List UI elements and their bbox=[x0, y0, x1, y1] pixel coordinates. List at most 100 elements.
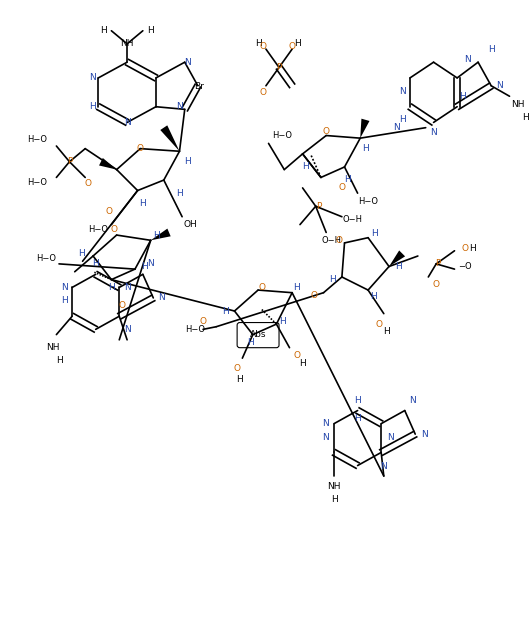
Text: N: N bbox=[61, 283, 68, 292]
Text: H: H bbox=[184, 158, 191, 167]
Text: NH: NH bbox=[510, 100, 524, 109]
Text: H: H bbox=[154, 231, 161, 240]
Text: O−H: O−H bbox=[342, 215, 363, 224]
Text: NH: NH bbox=[328, 482, 341, 491]
Text: H: H bbox=[141, 262, 148, 271]
Text: H: H bbox=[176, 188, 183, 197]
Text: H: H bbox=[522, 113, 528, 122]
Text: O: O bbox=[260, 87, 267, 96]
Text: O: O bbox=[111, 225, 118, 234]
Text: H: H bbox=[344, 174, 350, 183]
Text: H: H bbox=[78, 249, 85, 258]
Text: H: H bbox=[371, 229, 378, 238]
Text: H: H bbox=[147, 26, 154, 35]
Text: H: H bbox=[383, 327, 390, 336]
Text: O: O bbox=[234, 364, 241, 373]
Text: −O: −O bbox=[458, 262, 472, 271]
Text: H: H bbox=[89, 102, 95, 111]
Text: N: N bbox=[123, 118, 130, 127]
Text: N: N bbox=[409, 395, 416, 404]
Text: NH: NH bbox=[120, 39, 134, 48]
Text: N: N bbox=[322, 419, 329, 428]
Text: N: N bbox=[464, 55, 471, 64]
Text: H: H bbox=[56, 356, 63, 365]
Polygon shape bbox=[151, 229, 171, 240]
Text: O: O bbox=[105, 207, 112, 216]
Text: H: H bbox=[61, 296, 68, 305]
Text: H: H bbox=[236, 375, 243, 384]
Polygon shape bbox=[160, 125, 180, 151]
Text: Abs: Abs bbox=[250, 330, 266, 339]
Text: H: H bbox=[222, 307, 228, 316]
Text: H: H bbox=[247, 338, 253, 347]
Text: H−O: H−O bbox=[36, 254, 56, 263]
FancyBboxPatch shape bbox=[237, 323, 279, 348]
Text: O: O bbox=[118, 302, 126, 311]
Text: P: P bbox=[276, 63, 282, 72]
Text: N: N bbox=[430, 129, 437, 138]
Text: O: O bbox=[259, 283, 266, 292]
Text: H: H bbox=[279, 317, 286, 326]
Text: O: O bbox=[323, 127, 330, 136]
Text: O: O bbox=[200, 317, 207, 326]
Polygon shape bbox=[389, 250, 405, 266]
Text: H: H bbox=[92, 259, 99, 268]
Text: H: H bbox=[331, 495, 338, 504]
Text: O: O bbox=[338, 183, 346, 192]
Text: N: N bbox=[89, 73, 95, 82]
Text: N: N bbox=[399, 87, 405, 96]
Text: H−O: H−O bbox=[89, 225, 108, 234]
Text: NH: NH bbox=[46, 343, 59, 352]
Text: O: O bbox=[137, 144, 144, 153]
Text: H: H bbox=[293, 283, 299, 292]
Text: H−O: H−O bbox=[27, 178, 47, 187]
Text: H: H bbox=[488, 44, 494, 53]
Text: H: H bbox=[362, 144, 369, 153]
Polygon shape bbox=[99, 158, 117, 170]
Text: H−O: H−O bbox=[272, 131, 292, 140]
Text: H: H bbox=[139, 199, 146, 208]
Text: H: H bbox=[299, 359, 306, 368]
Text: O: O bbox=[336, 236, 343, 245]
Text: OH: OH bbox=[183, 220, 197, 229]
Text: N: N bbox=[158, 293, 164, 302]
Text: N: N bbox=[176, 102, 183, 111]
Text: H: H bbox=[329, 275, 336, 284]
Text: H: H bbox=[459, 92, 466, 101]
Text: N: N bbox=[496, 81, 502, 90]
Text: N: N bbox=[184, 58, 191, 67]
Text: P: P bbox=[316, 202, 321, 211]
Text: H: H bbox=[100, 26, 107, 35]
Text: O: O bbox=[462, 244, 469, 253]
Text: H: H bbox=[470, 244, 476, 253]
Text: H: H bbox=[302, 163, 308, 172]
Text: O: O bbox=[432, 280, 440, 289]
Text: N: N bbox=[322, 433, 329, 442]
Text: H: H bbox=[395, 262, 402, 271]
Text: O: O bbox=[375, 320, 382, 329]
Text: O: O bbox=[84, 179, 91, 188]
Text: H: H bbox=[370, 292, 377, 301]
Text: H: H bbox=[354, 395, 361, 404]
Polygon shape bbox=[360, 119, 369, 138]
Text: O: O bbox=[260, 42, 267, 51]
Text: N: N bbox=[393, 123, 400, 132]
Text: H: H bbox=[399, 115, 405, 124]
Text: N: N bbox=[123, 283, 130, 292]
Text: H−O: H−O bbox=[27, 135, 47, 144]
Text: H: H bbox=[255, 39, 261, 48]
Text: H: H bbox=[354, 414, 361, 423]
Text: O: O bbox=[311, 291, 317, 300]
Text: N: N bbox=[147, 259, 154, 268]
Text: H: H bbox=[108, 283, 115, 292]
Text: H−O: H−O bbox=[358, 197, 378, 206]
Text: H: H bbox=[294, 39, 301, 48]
Text: P: P bbox=[67, 158, 72, 167]
Text: N: N bbox=[123, 325, 130, 334]
Text: H−O: H−O bbox=[185, 325, 205, 334]
Text: N: N bbox=[387, 433, 393, 442]
Text: O−H: O−H bbox=[321, 236, 341, 245]
Text: N: N bbox=[381, 462, 387, 471]
Text: P: P bbox=[436, 259, 441, 268]
Text: Br: Br bbox=[194, 82, 204, 91]
